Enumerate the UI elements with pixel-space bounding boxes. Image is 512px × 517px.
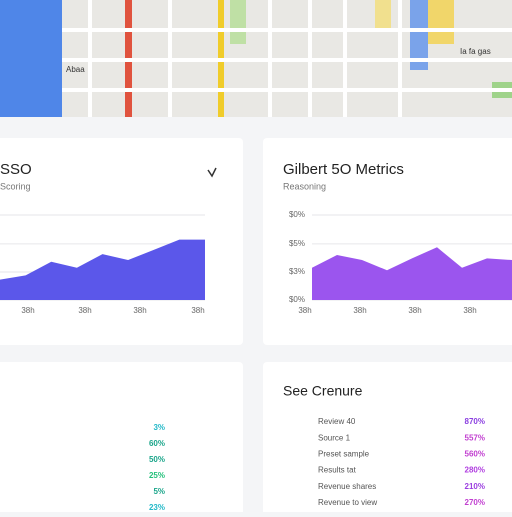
block [428,0,454,44]
card [263,362,512,517]
list-value: 50% [149,455,165,464]
card-title: See Crenure [283,383,363,399]
row-label: Review 40 [318,417,356,426]
list-value: 3% [153,423,165,432]
card-title: Gilbert 5O Metrics [283,161,404,178]
card [0,138,243,345]
list-value: 5% [153,487,165,496]
x-tick-label: 38h [191,306,204,315]
row-label: Preset sample [318,450,370,459]
card-subtitle: Scoring [0,181,31,191]
x-tick-label: 38h [463,306,476,315]
area [312,247,512,300]
row-value: 560% [465,450,485,459]
list-value: 23% [149,503,165,512]
row-label: Revenue shares [318,482,376,491]
x-tick-label: 38h [133,306,146,315]
block [375,0,391,32]
card-title: SSO [0,161,32,178]
row-value: 270% [465,498,485,507]
x-tick-label: 38h [353,306,366,315]
row-label: Revenue to view [318,498,377,507]
water [0,0,62,117]
y-tick-label: $0% [289,210,305,219]
park [230,0,246,44]
x-tick-label: 38h [21,306,34,315]
row-value: 280% [465,466,485,475]
list-value: 60% [149,439,165,448]
check-icon[interactable] [207,167,217,178]
y-tick-label: $0% [289,295,305,304]
x-tick-label: 38h [298,306,311,315]
streets [62,0,512,117]
row-value: 870% [465,417,485,426]
map-label: Abaa [66,65,85,74]
map: Abaa Ia fa gas [0,0,512,117]
row-value: 557% [465,433,485,442]
row-label: Source 1 [318,433,351,442]
x-tick-label: 38h [78,306,91,315]
water [410,0,428,70]
y-tick-label: $5% [289,239,305,248]
y-tick-label: $3% [289,267,305,276]
list-value: 25% [149,471,165,480]
map-label: Ia fa gas [460,47,491,56]
card-subtitle: Reasoning [283,181,326,191]
row-value: 210% [465,482,485,491]
row-label: Results tat [318,466,357,475]
card [0,362,243,517]
area [0,239,205,300]
x-tick-label: 38h [408,306,421,315]
